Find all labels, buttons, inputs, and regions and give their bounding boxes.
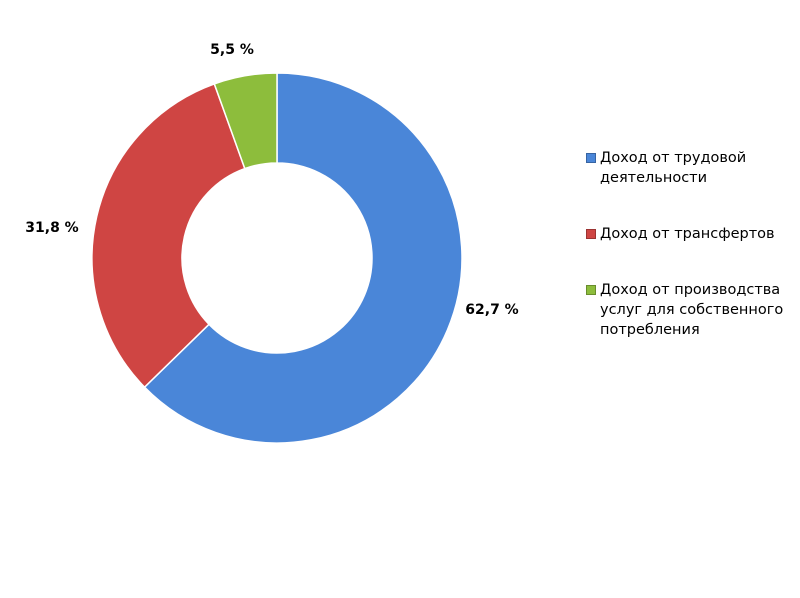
legend-swatch bbox=[586, 285, 596, 295]
legend-item: Доход от производства услуг для собствен… bbox=[586, 280, 796, 340]
legend-label: Доход от производства услуг для собствен… bbox=[600, 282, 784, 338]
donut-slice bbox=[213, 72, 278, 170]
donut-slice bbox=[143, 72, 463, 444]
legend-swatch bbox=[586, 153, 596, 163]
legend: Доход от трудовой деятельности Доход от т… bbox=[586, 148, 796, 340]
legend-swatch bbox=[586, 229, 596, 239]
donut-slice bbox=[91, 82, 246, 389]
legend-item: Доход от трансфертов bbox=[586, 224, 796, 244]
data-label: 5,5 % bbox=[210, 42, 254, 58]
data-label: 31,8 % bbox=[25, 220, 78, 236]
data-label: 62,7 % bbox=[465, 302, 518, 318]
legend-label: Доход от трансфертов bbox=[600, 226, 775, 242]
legend-item: Доход от трудовой деятельности bbox=[586, 148, 796, 188]
legend-label: Доход от трудовой деятельности bbox=[600, 150, 747, 186]
